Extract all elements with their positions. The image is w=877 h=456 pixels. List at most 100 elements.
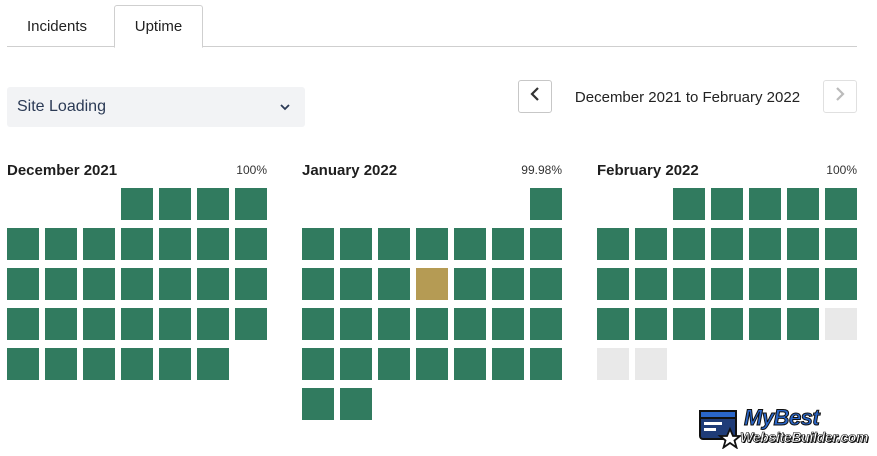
day-status-cell[interactable]	[302, 388, 334, 420]
day-status-cell[interactable]	[454, 348, 486, 380]
day-status-cell[interactable]	[492, 308, 524, 340]
previous-range-button[interactable]	[518, 80, 552, 113]
day-status-cell[interactable]	[454, 228, 486, 260]
day-status-cell[interactable]	[416, 308, 448, 340]
day-status-cell[interactable]	[302, 228, 334, 260]
day-status-cell[interactable]	[7, 348, 39, 380]
day-status-cell[interactable]	[235, 228, 267, 260]
day-status-cell[interactable]	[45, 228, 77, 260]
day-status-cell[interactable]	[454, 268, 486, 300]
day-status-cell[interactable]	[7, 268, 39, 300]
day-status-cell[interactable]	[121, 228, 153, 260]
day-status-cell[interactable]	[749, 268, 781, 300]
day-status-cell[interactable]	[45, 348, 77, 380]
tab-incidents[interactable]: Incidents	[26, 17, 88, 35]
day-status-cell[interactable]	[416, 228, 448, 260]
day-status-cell[interactable]	[597, 268, 629, 300]
day-status-cell[interactable]	[340, 228, 372, 260]
day-status-cell[interactable]	[121, 348, 153, 380]
day-status-cell[interactable]	[597, 308, 629, 340]
day-status-cell[interactable]	[787, 308, 819, 340]
day-status-cell[interactable]	[530, 268, 562, 300]
day-status-cell[interactable]	[787, 188, 819, 220]
day-status-cell[interactable]	[378, 348, 410, 380]
day-status-cell[interactable]	[197, 188, 229, 220]
day-status-cell[interactable]	[530, 228, 562, 260]
month-title: February 2022	[597, 161, 699, 179]
day-status-cell[interactable]	[121, 268, 153, 300]
day-status-cell[interactable]	[416, 348, 448, 380]
day-status-cell[interactable]	[673, 228, 705, 260]
day-status-cell[interactable]	[492, 348, 524, 380]
day-status-cell[interactable]	[492, 228, 524, 260]
day-status-cell[interactable]	[235, 308, 267, 340]
month-calendar: January 2022 99.98%	[302, 160, 562, 420]
day-status-cell[interactable]	[7, 228, 39, 260]
day-status-cell[interactable]	[340, 388, 372, 420]
day-status-cell[interactable]	[83, 228, 115, 260]
day-status-cell[interactable]	[825, 268, 857, 300]
day-status-cell[interactable]	[454, 308, 486, 340]
day-status-cell[interactable]	[121, 188, 153, 220]
day-status-cell[interactable]	[635, 228, 667, 260]
empty-cell	[83, 188, 115, 220]
day-grid	[7, 188, 267, 380]
day-status-cell[interactable]	[530, 188, 562, 220]
day-status-cell[interactable]	[711, 228, 743, 260]
day-status-cell[interactable]	[340, 268, 372, 300]
day-status-cell[interactable]	[197, 268, 229, 300]
day-status-cell[interactable]	[825, 188, 857, 220]
day-status-cell[interactable]	[749, 188, 781, 220]
day-status-cell[interactable]	[749, 308, 781, 340]
day-status-cell[interactable]	[673, 308, 705, 340]
day-status-cell[interactable]	[378, 308, 410, 340]
day-status-cell[interactable]	[45, 308, 77, 340]
day-status-cell[interactable]	[825, 228, 857, 260]
tab-uptime[interactable]: Uptime	[114, 5, 203, 48]
day-status-cell[interactable]	[197, 348, 229, 380]
day-status-cell[interactable]	[159, 188, 191, 220]
day-status-cell[interactable]	[787, 268, 819, 300]
day-status-cell[interactable]	[302, 268, 334, 300]
day-status-cell[interactable]	[673, 268, 705, 300]
day-status-cell[interactable]	[492, 268, 524, 300]
day-status-cell[interactable]	[302, 348, 334, 380]
day-status-cell[interactable]	[711, 268, 743, 300]
day-status-cell[interactable]	[159, 348, 191, 380]
day-status-cell[interactable]	[235, 268, 267, 300]
day-status-cell[interactable]	[159, 268, 191, 300]
day-status-cell[interactable]	[711, 188, 743, 220]
day-status-cell[interactable]	[378, 228, 410, 260]
day-status-cell[interactable]	[83, 348, 115, 380]
day-status-cell[interactable]	[597, 228, 629, 260]
day-status-cell[interactable]	[235, 188, 267, 220]
day-status-cell[interactable]	[711, 308, 743, 340]
metric-select[interactable]: Site Loading	[7, 87, 305, 127]
empty-cell	[416, 188, 448, 220]
day-status-cell[interactable]	[45, 268, 77, 300]
day-status-cell[interactable]	[635, 308, 667, 340]
day-status-cell[interactable]	[340, 348, 372, 380]
day-status-cell	[825, 308, 857, 340]
day-status-cell[interactable]	[83, 268, 115, 300]
browser-star-icon	[699, 410, 742, 449]
day-status-cell[interactable]	[530, 348, 562, 380]
day-status-cell[interactable]	[159, 308, 191, 340]
day-status-cell[interactable]	[197, 228, 229, 260]
day-status-cell[interactable]	[530, 308, 562, 340]
day-status-cell[interactable]	[673, 188, 705, 220]
day-status-cell[interactable]	[378, 268, 410, 300]
day-status-cell[interactable]	[749, 228, 781, 260]
day-status-cell[interactable]	[121, 308, 153, 340]
day-status-cell[interactable]	[340, 308, 372, 340]
next-range-button[interactable]	[823, 80, 857, 113]
day-status-cell[interactable]	[635, 268, 667, 300]
day-status-cell[interactable]	[83, 308, 115, 340]
day-status-cell[interactable]	[416, 268, 448, 300]
day-status-cell[interactable]	[787, 228, 819, 260]
day-status-cell[interactable]	[159, 228, 191, 260]
day-status-cell[interactable]	[197, 308, 229, 340]
day-status-cell[interactable]	[302, 308, 334, 340]
day-status-cell[interactable]	[7, 308, 39, 340]
